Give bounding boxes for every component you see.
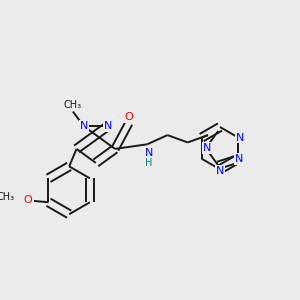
Text: N: N (216, 166, 224, 176)
Text: N: N (235, 154, 243, 164)
Text: CH₃: CH₃ (0, 192, 14, 202)
Text: O: O (24, 195, 33, 206)
Text: N: N (236, 133, 244, 142)
Text: N: N (80, 121, 88, 131)
Text: CH₃: CH₃ (64, 100, 82, 110)
Text: O: O (124, 112, 133, 122)
Text: N: N (103, 121, 112, 131)
Text: N: N (202, 143, 211, 153)
Text: H: H (146, 158, 153, 168)
Text: N: N (145, 148, 153, 158)
